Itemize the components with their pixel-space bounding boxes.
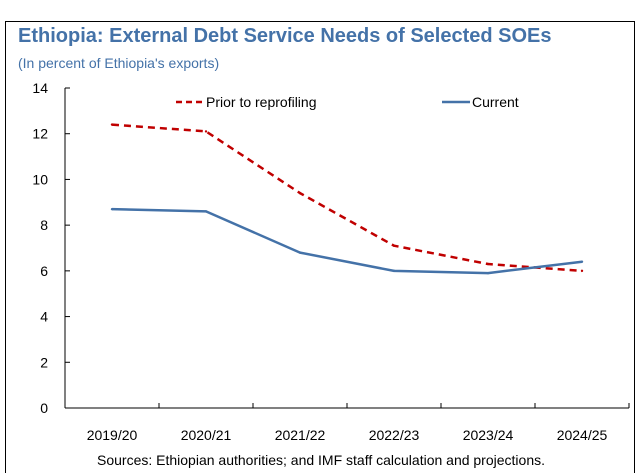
data-point — [392, 269, 396, 273]
legend: Prior to reprofiling Current — [176, 94, 519, 110]
series-layer — [110, 123, 584, 275]
data-point — [110, 123, 114, 126]
legend-label: Prior to reprofiling — [206, 94, 317, 110]
x-tick-label: 2024/25 — [557, 427, 608, 443]
data-point — [298, 251, 302, 254]
data-point — [204, 210, 208, 213]
y-tick-label: 4 — [40, 309, 48, 325]
source-note: Sources: Ethiopian authorities; and IMF … — [97, 452, 545, 468]
y-tick-label: 12 — [32, 126, 48, 142]
y-tick-label: 14 — [32, 80, 48, 96]
x-tick-label: 2019/20 — [87, 427, 138, 443]
legend-label: Current — [472, 94, 519, 110]
x-tick-label: 2020/21 — [181, 427, 232, 443]
data-point — [580, 260, 584, 263]
y-tick-label: 6 — [40, 263, 48, 279]
y-tick-label: 10 — [32, 171, 48, 187]
data-point — [580, 269, 584, 273]
data-point — [392, 244, 396, 247]
x-tick-label: 2022/23 — [369, 427, 420, 443]
data-point — [486, 271, 490, 275]
x-tick-label: 2021/22 — [275, 427, 326, 443]
y-tick-label: 2 — [40, 354, 48, 370]
y-tick-label: 8 — [40, 217, 48, 233]
data-point — [298, 191, 302, 195]
series-line-prior-to-reprofiling — [111, 123, 583, 273]
data-point — [110, 207, 114, 211]
chart-frame — [5, 21, 635, 473]
data-point — [204, 130, 208, 133]
axes: 0 2 4 6 8 10 12 14 2019/20 2020/21 2021/22 2022/23 2… — [32, 80, 630, 443]
data-point — [486, 262, 490, 266]
y-tick-label: 0 — [40, 400, 48, 416]
series-line-current — [111, 207, 583, 275]
x-tick-label: 2023/24 — [463, 427, 514, 443]
chart-subtitle: (In percent of Ethiopia's exports) — [18, 55, 220, 71]
chart-title: Ethiopia: External Debt Service Needs of… — [18, 25, 552, 47]
